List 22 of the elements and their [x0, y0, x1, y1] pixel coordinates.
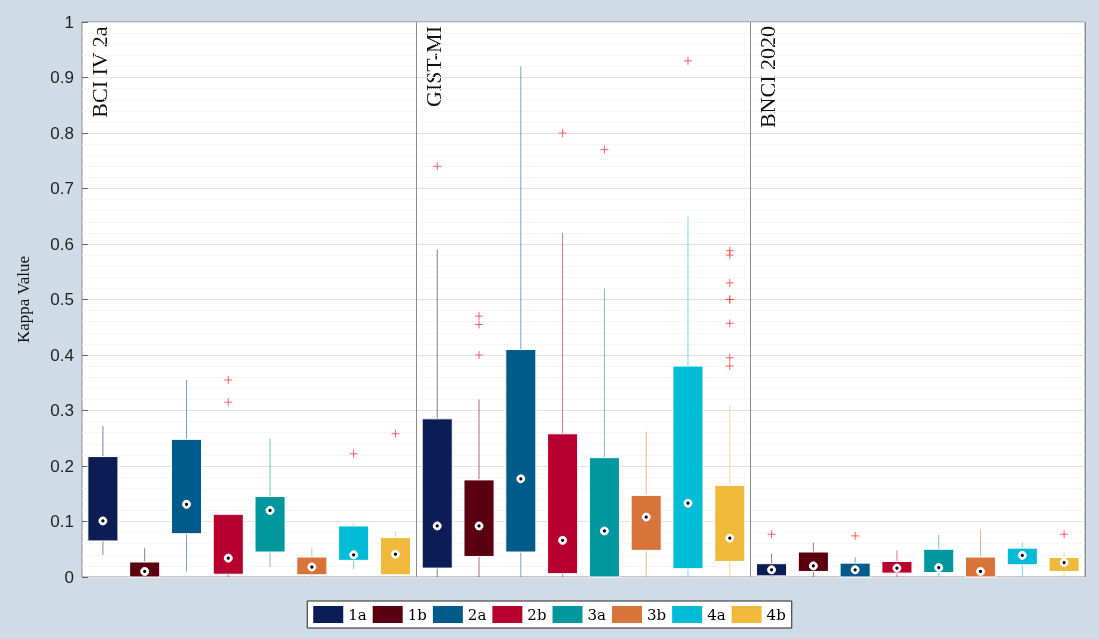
y-tick-label: 0.7	[50, 179, 74, 198]
y-tick-label: 0.5	[50, 290, 74, 309]
annotation: GIST-MI	[420, 25, 446, 108]
y-tick-label: 1	[64, 12, 74, 32]
legend-label: 2a	[467, 605, 487, 624]
y-tick-label: 0.4	[50, 345, 74, 365]
legend-label: 1b	[407, 605, 427, 624]
y-tick-label: 0.9	[50, 68, 74, 87]
y-tick-label: 0	[64, 567, 74, 587]
y-tick-label: 0.6	[50, 234, 74, 254]
legend-label: 4a	[707, 605, 726, 624]
y-axis-title: Kappa Value	[14, 255, 33, 344]
annotation: BNCI 2020	[755, 26, 781, 129]
legend-label: 4b	[766, 605, 786, 624]
legend-label: 3b	[646, 605, 667, 624]
y-tick-label: 0.1	[50, 512, 74, 531]
legend-label: 3a	[587, 605, 607, 624]
legend-label: 2b	[527, 605, 547, 624]
y-tick-label: 0.2	[50, 456, 74, 476]
y-tick-label: 0.3	[50, 401, 74, 420]
y-tick-label: 0.8	[50, 123, 74, 143]
legend-label: 1a	[348, 605, 367, 624]
